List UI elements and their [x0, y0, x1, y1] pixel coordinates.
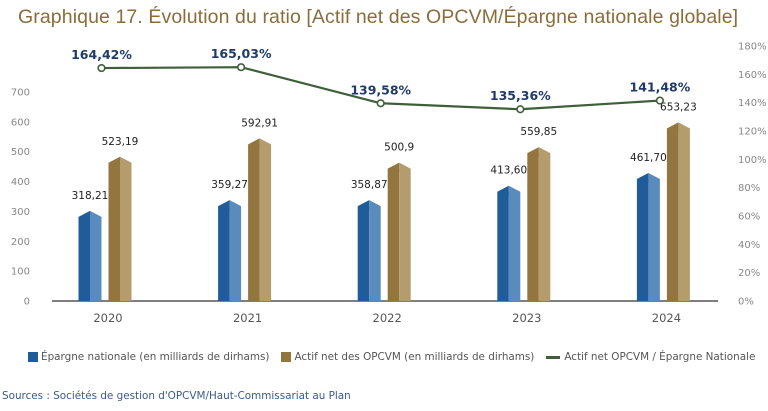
ratio-value-label: 164,42% [71, 47, 132, 62]
bar-actif-2022: 500,9 [384, 142, 414, 301]
bar-value-label: 461,70 [630, 152, 667, 164]
x-axis: 2020 2021 2022 2023 2024 [93, 311, 681, 325]
bar-value-label: 318,21 [72, 190, 109, 202]
legend-swatch-ratio [546, 355, 561, 359]
bar-epargne-2024: 461,70 [630, 152, 667, 301]
left-tick-label: 700 [11, 88, 30, 99]
bar-value-label: 359,27 [211, 179, 248, 191]
ratio-series: 164,42% 165,03% 139,58% 135,36% 141,48% [71, 46, 691, 114]
chart-area: 0 100 200 300 400 500 600 700 0% 20% 40% 60% 80% 100… [11, 42, 767, 326]
right-tick-label: 60% [738, 212, 760, 223]
bar-value-label: 413,60 [490, 165, 527, 177]
right-axis: 0% 20% 40% 60% 80% 100% 120% 140% 160% 180% [738, 42, 767, 308]
bar-actif-2023: 559,85 [520, 126, 557, 301]
bar-value-label: 523,19 [102, 136, 139, 148]
legend-item-actif: Actif net des OPCVM (en milliards de dir… [281, 351, 534, 363]
ratio-value-label: 135,36% [490, 88, 551, 103]
ratio-value-label: 139,58% [350, 82, 411, 97]
bar-actif-2020: 523,19 [102, 136, 139, 301]
left-axis: 0 100 200 300 400 500 600 700 [11, 88, 30, 308]
left-tick-label: 100 [11, 267, 30, 278]
right-tick-label: 180% [738, 42, 767, 53]
x-tick-label: 2024 [652, 311, 681, 325]
bar-value-label: 653,23 [660, 101, 697, 113]
bar-actif-2024: 653,23 [660, 101, 697, 301]
bar-epargne-2023: 413,60 [490, 165, 527, 301]
ratio-point [516, 105, 525, 114]
x-tick-label: 2020 [93, 311, 122, 325]
ratio-value-label: 165,03% [211, 46, 272, 61]
chart-title: Graphique 17. Évolution du ratio [Actif … [18, 6, 739, 28]
ratio-point [376, 99, 385, 108]
x-tick-label: 2023 [512, 311, 541, 325]
x-tick-label: 2021 [233, 311, 262, 325]
legend-label-actif: Actif net des OPCVM (en milliards de dir… [294, 351, 535, 363]
bars: 318,21 523,19 359,27 592,91 358,87 500,9 413,6… [72, 101, 697, 301]
bar-epargne-2021: 359,27 [211, 179, 248, 301]
left-tick-label: 400 [11, 177, 30, 188]
right-tick-label: 100% [738, 155, 767, 166]
bar-value-label: 592,91 [241, 117, 278, 129]
legend-swatch-actif [281, 352, 292, 362]
ratio-value-label: 141,48% [630, 80, 691, 95]
right-tick-label: 80% [738, 183, 760, 194]
x-tick-label: 2022 [373, 311, 402, 325]
legend-item-epargne: Épargne nationale (en milliards de dirha… [28, 351, 269, 363]
right-tick-label: 120% [738, 127, 767, 138]
bar-actif-2021: 592,91 [241, 117, 278, 301]
legend-item-ratio: Actif net OPCVM / Épargne Nationale [546, 351, 755, 363]
right-tick-label: 0% [738, 297, 754, 308]
left-tick-label: 500 [11, 147, 30, 158]
legend-swatch-epargne [28, 352, 38, 362]
left-tick-label: 0 [24, 297, 30, 308]
bar-epargne-2020: 318,21 [72, 190, 109, 301]
bar-epargne-2022: 358,87 [351, 179, 388, 301]
legend: Épargne nationale (en milliards de dirha… [28, 351, 767, 363]
left-tick-label: 600 [11, 117, 30, 128]
left-tick-label: 200 [11, 237, 30, 248]
right-tick-label: 140% [738, 98, 767, 109]
right-tick-label: 20% [738, 268, 760, 279]
legend-label-ratio: Actif net OPCVM / Épargne Nationale [564, 351, 756, 363]
right-tick-label: 40% [738, 240, 760, 251]
bar-value-label: 500,9 [384, 142, 414, 154]
ratio-point [97, 63, 106, 73]
bar-value-label: 358,87 [351, 179, 388, 191]
left-tick-label: 300 [11, 207, 30, 218]
ratio-point [655, 96, 665, 105]
legend-label-epargne: Épargne nationale (en milliards de dirha… [41, 351, 270, 363]
right-tick-label: 160% [738, 70, 767, 81]
bar-value-label: 559,85 [520, 126, 557, 138]
source-note: Sources : Sociétés de gestion d'OPCVM/Ha… [2, 390, 351, 402]
ratio-point [237, 63, 246, 72]
